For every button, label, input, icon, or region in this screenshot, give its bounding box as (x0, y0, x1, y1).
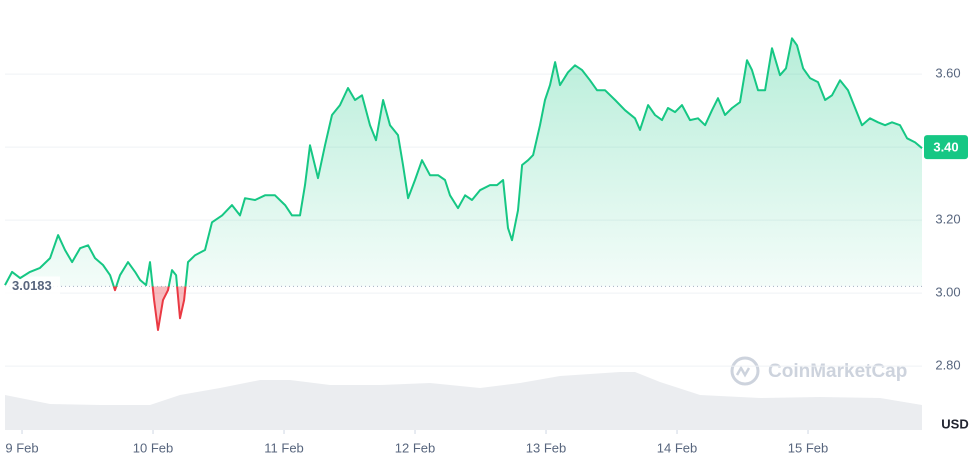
x-tick-label: 14 Feb (657, 440, 697, 455)
x-tick-label: 9 Feb (5, 440, 38, 455)
y-tick-label: 3.60 (935, 66, 960, 81)
x-tick-label: 10 Feb (133, 440, 173, 455)
volume-area (5, 372, 922, 430)
baseline-label: 3.0183 (12, 278, 52, 293)
y-tick-label: 3.20 (935, 212, 960, 227)
x-tick-label: 12 Feb (395, 440, 435, 455)
watermark-text: CoinMarketCap (768, 361, 907, 382)
price-area (5, 38, 922, 331)
last-price-label: 3.40 (933, 140, 958, 155)
x-tick-label: 15 Feb (788, 440, 828, 455)
currency-label: USD (941, 416, 968, 431)
x-tick-label: 13 Feb (526, 440, 566, 455)
y-tick-label: 3.00 (935, 285, 960, 300)
price-line (4, 37, 923, 331)
x-tick-label: 11 Feb (264, 440, 304, 455)
watermark: CoinMarketCap (730, 356, 907, 386)
y-tick-label: 2.80 (935, 358, 960, 373)
baseline-label-bg (4, 276, 60, 295)
last-price-tag (924, 135, 968, 160)
